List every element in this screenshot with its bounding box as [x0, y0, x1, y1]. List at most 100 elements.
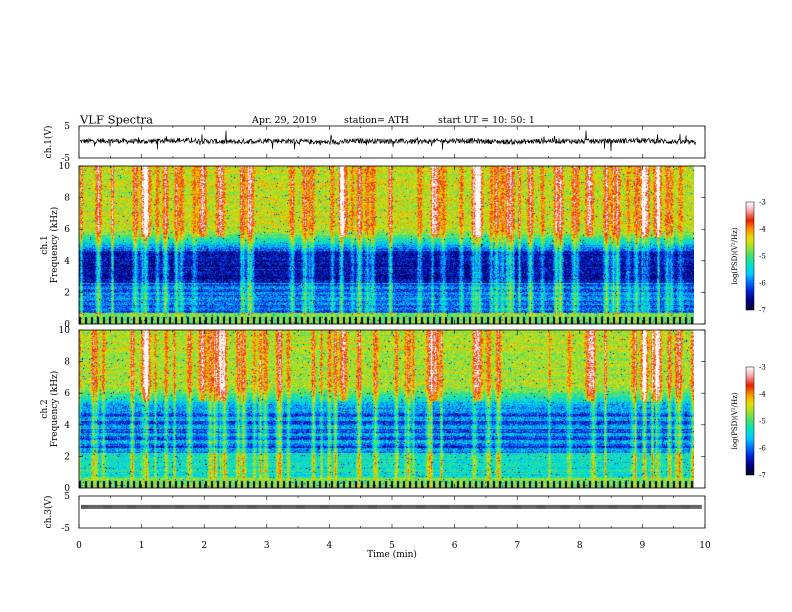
ch3-pulse	[697, 504, 699, 509]
ch3-pulse	[158, 504, 159, 509]
x-tick-label: 7	[514, 541, 520, 551]
ch3-pulse	[687, 504, 688, 509]
ch3-pulse	[502, 504, 504, 509]
ch3-pulse	[418, 504, 419, 509]
frequency-tick-label: 6	[64, 389, 70, 399]
ch3-pulse	[193, 504, 195, 509]
ch3-pulse	[341, 504, 343, 509]
date-label: Apr. 29, 2019	[251, 115, 317, 126]
ch3-pulse	[392, 504, 393, 509]
ch3-pulse	[139, 504, 141, 509]
colorbar-tick-label: -6	[759, 445, 766, 453]
ch3-pulse	[340, 504, 342, 509]
ch3-pulse	[667, 504, 669, 509]
ch3-pulse	[535, 504, 537, 509]
ch3-pulse	[150, 504, 152, 509]
x-tick-label: 1	[139, 541, 145, 551]
ch3-pulse	[421, 504, 422, 509]
ch3-pulse	[520, 504, 521, 509]
ch3-pulse	[328, 504, 330, 509]
ch3-pulse	[163, 504, 165, 509]
ch3-pulse	[514, 504, 515, 509]
ch3-pulse	[508, 504, 510, 509]
ch3-pulse	[83, 504, 84, 509]
ch3-pulse	[293, 504, 295, 509]
ch3-pulse	[113, 504, 115, 509]
ch3-pulse	[574, 504, 576, 509]
ch3-pulse	[484, 504, 486, 509]
ch3-pulse	[194, 504, 196, 509]
ch3-pulse	[498, 504, 500, 509]
ch3-pulse	[452, 504, 454, 509]
ch3-pulse	[280, 504, 282, 509]
ch3-pulse	[474, 504, 476, 509]
ch3-pulse	[394, 504, 395, 509]
ch3-pulse	[168, 504, 170, 509]
ch3-pulse	[300, 504, 301, 509]
ch3-pulse	[496, 504, 497, 509]
ch3-pulse	[666, 504, 668, 509]
ch3-pulse	[430, 504, 432, 509]
start-time-label: start UT = 10: 50: 1	[438, 115, 535, 126]
ch3-pulse	[207, 504, 208, 509]
ch3-pulse	[123, 504, 125, 509]
ch3-pulse	[211, 504, 213, 509]
ch3-pulse	[633, 504, 634, 509]
ch2-spectrogram-ylabel: Frequency (kHz)	[49, 371, 60, 448]
ch3-pulse	[171, 504, 173, 509]
ch3-pulse	[643, 504, 645, 509]
ch3-pulse	[615, 504, 616, 509]
ch3-pulse	[566, 504, 567, 509]
ch3-pulse	[213, 504, 215, 509]
ch3-pulse	[305, 504, 307, 509]
colorbar-tick-label: -6	[759, 280, 766, 288]
ch1-ytick-top: 5	[64, 122, 70, 132]
ch3-pulse	[326, 504, 327, 509]
ch3-pulse	[172, 504, 174, 509]
ch3-pulse	[406, 504, 408, 509]
ch3-pulse	[173, 504, 175, 509]
ch3-pulse	[92, 504, 94, 509]
ch3-pulse	[577, 504, 579, 509]
ch3-pulse	[143, 504, 145, 509]
ch3-pulse	[606, 504, 608, 509]
frequency-tick-label: 2	[64, 288, 70, 298]
ch3-pulse	[327, 504, 328, 509]
ch3-pulse	[677, 504, 679, 509]
ch3-pulse	[449, 504, 451, 509]
ch3-pulse	[635, 504, 636, 509]
ch3-pulse	[660, 504, 661, 509]
ch3-pulse	[332, 504, 334, 509]
ch3-pulse	[572, 504, 574, 509]
ch3-pulse	[333, 504, 335, 509]
ch3-pulse	[505, 504, 507, 509]
ch3-pulse	[307, 504, 309, 509]
ch3-pulse	[156, 504, 157, 509]
ch3-pulse	[304, 504, 306, 509]
ch3-pulse	[140, 504, 142, 509]
ch3-pulse	[359, 504, 361, 509]
ch3-pulse	[613, 504, 614, 509]
ch3-pulse	[534, 504, 536, 509]
ch3-pulse	[260, 504, 262, 509]
ch3-pulse	[638, 504, 639, 509]
ch3-pulse	[97, 504, 99, 509]
ch3-pulse	[130, 504, 131, 509]
ch3-pulse	[122, 504, 124, 509]
ch3-pulse	[364, 504, 366, 509]
ch3-pulse	[154, 504, 155, 509]
ch3-pulse	[580, 504, 582, 509]
x-tick-label: 0	[76, 541, 82, 551]
ch3-pulse	[167, 504, 169, 509]
ch3-pulse	[439, 504, 441, 509]
ch3-pulse	[155, 504, 156, 509]
ch3-pulse	[308, 504, 310, 509]
ch3-pulse	[676, 504, 678, 509]
ch3-pulse	[286, 504, 288, 509]
ch3-pulse	[473, 504, 475, 509]
ch3-pulse	[623, 504, 625, 509]
ch3-pulse	[637, 504, 638, 509]
frequency-tick-label: 4	[64, 421, 70, 431]
ch3-pulse	[310, 504, 312, 509]
ch3-pulse	[576, 504, 578, 509]
